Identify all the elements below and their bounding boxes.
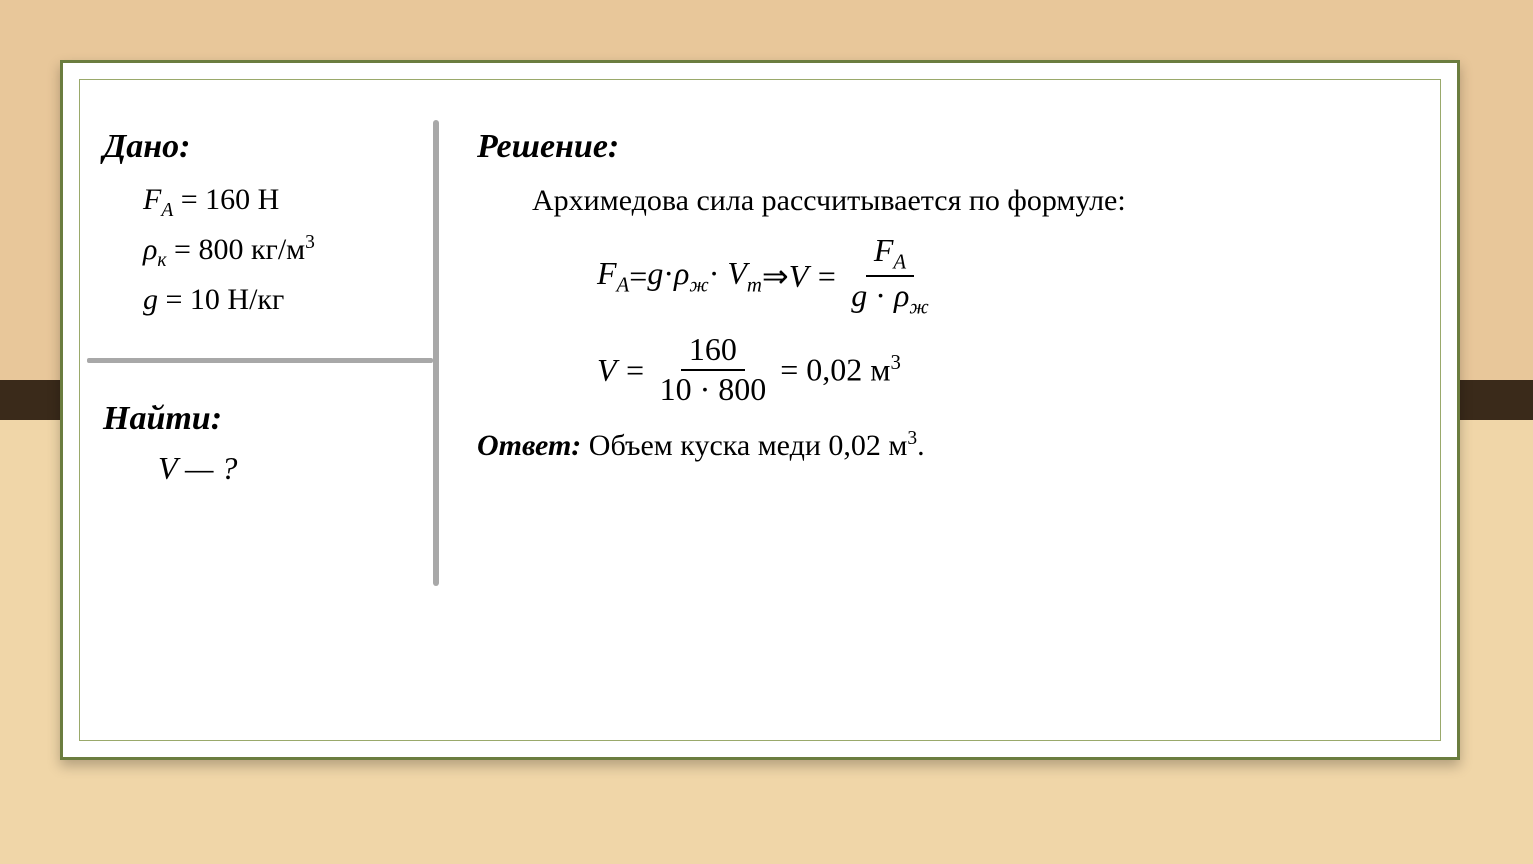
f1-V-eq: V =: [789, 258, 838, 294]
given-g-value: = 10 Н/кг: [166, 283, 285, 316]
f1-F-sub: A: [617, 273, 630, 296]
f1-frac-den-rho-sub: ж: [909, 295, 928, 318]
given-rho-var: ρ: [143, 233, 157, 266]
f1-frac-num-sub: A: [893, 250, 906, 273]
find-line: V — ?: [158, 450, 237, 487]
slide-background: Дано: FA = 160 Н ρк = 800 кг/м3 g = 10 Н…: [0, 0, 1533, 864]
formula-numeric: V = 160 10 · 800 = 0,02 м3: [597, 330, 1397, 410]
f1-V: V: [727, 255, 747, 291]
given-fa-value: = 160 Н: [181, 183, 280, 216]
f1-Vres: V =: [789, 258, 838, 295]
f2-fraction: 160 10 · 800: [652, 333, 775, 406]
answer-text: Объем куска меди 0,02 м: [581, 429, 907, 462]
f1-eq: =: [629, 258, 647, 295]
find-variable: V — ?: [158, 450, 237, 486]
f2-rhs: = 0,02 м3: [780, 351, 901, 389]
given-g-var: g: [143, 283, 158, 316]
given-fa-var: F: [143, 183, 161, 216]
f1-frac-den-g: g: [851, 277, 867, 313]
answer-line: Ответ: Объем куска меди 0,02 м3.: [477, 428, 1397, 463]
f1-frac-den-rho: ρ: [894, 277, 909, 313]
given-rho-sup: 3: [305, 232, 315, 253]
given-g: g = 10 Н/кг: [143, 276, 443, 324]
given-rho: ρк = 800 кг/м3: [143, 226, 443, 276]
f1-arrow: ⇒: [762, 257, 789, 295]
given-rho-value: = 800 кг/м: [174, 233, 305, 266]
f1-rhs1: g·ρж· Vт: [647, 255, 762, 297]
f2-frac-den: 10 · 800: [652, 371, 775, 407]
given-fa: FA = 160 Н: [143, 176, 443, 226]
f1-frac-num: FA: [866, 234, 914, 277]
f2-lhs: V =: [597, 352, 646, 389]
solution-header: Решение:: [477, 128, 1397, 166]
problem-content: Дано: FA = 160 Н ρк = 800 кг/м3 g = 10 Н…: [85, 110, 1405, 596]
answer-label: Ответ:: [477, 429, 581, 462]
formula-derivation: FA = g·ρж· Vт ⇒ V = FA g · ρж: [597, 236, 1397, 316]
solution-block: Решение: Архимедова сила рассчитывается …: [477, 128, 1397, 463]
answer-sup: 3: [907, 428, 917, 449]
solution-intro: Архимедова сила рассчитывается по формул…: [532, 184, 1397, 218]
f1-V-sub: т: [747, 273, 762, 296]
f2-frac-num: 160: [681, 333, 745, 371]
f1-rho-sub: ж: [689, 273, 708, 296]
f1-dot1: ·: [663, 255, 674, 291]
answer-period: .: [917, 429, 925, 462]
given-block: Дано: FA = 160 Н ρк = 800 кг/м3 g = 10 Н…: [103, 128, 443, 324]
f2-rhs-text: = 0,02 м: [780, 352, 890, 388]
f1-dot2: ·: [709, 255, 720, 291]
given-fa-sub: A: [161, 200, 173, 221]
f1-frac-den-dot: ·: [867, 277, 894, 313]
f2-V-eq: V =: [597, 352, 646, 388]
horizontal-separator: [87, 358, 433, 363]
given-header: Дано:: [103, 128, 443, 166]
f1-frac-num-var: F: [874, 232, 894, 268]
find-header: Найти:: [103, 400, 237, 438]
f1-rho: ρ: [674, 255, 689, 291]
f1-fraction: FA g · ρж: [843, 234, 936, 318]
find-block: Найти: V — ?: [103, 400, 237, 487]
f1-F: F: [597, 255, 617, 291]
f2-rhs-sup: 3: [891, 351, 901, 374]
f1-frac-den: g · ρж: [843, 277, 936, 318]
given-lines: FA = 160 Н ρк = 800 кг/м3 g = 10 Н/кг: [143, 176, 443, 324]
given-rho-sub: к: [157, 250, 166, 271]
f1-g: g: [647, 255, 663, 291]
f1-lhs: FA: [597, 255, 629, 297]
